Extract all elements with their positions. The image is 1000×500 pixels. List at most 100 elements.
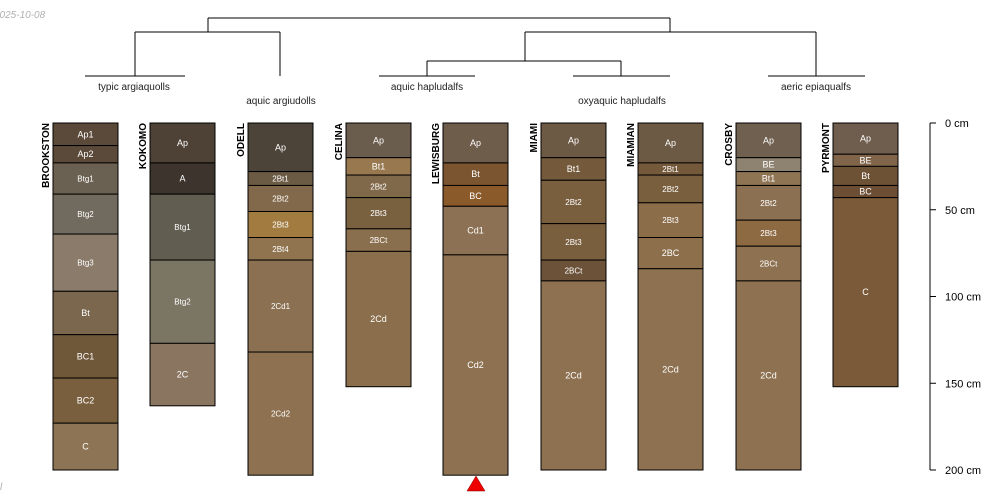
dendrogram-branch bbox=[134, 18, 281, 76]
horizon-label: 2Bt2 bbox=[370, 182, 387, 191]
group-label-aquic-hapludalfs: aquic hapludalfs bbox=[391, 82, 463, 93]
horizon-label: Cd2 bbox=[467, 360, 484, 370]
profile-pyrmont: Ap BE Bt BC C PYRMONT bbox=[821, 122, 899, 388]
horizon-cd1 bbox=[442, 205, 509, 256]
horizon-btg1 bbox=[149, 193, 216, 261]
dendrogram-branch bbox=[524, 18, 817, 76]
horizon-label: Ap bbox=[860, 134, 871, 144]
horizon-label: 2Bt3 bbox=[662, 216, 679, 225]
depth-tick-label: 150 cm bbox=[945, 378, 981, 390]
dendrogram bbox=[85, 17, 865, 77]
horizon-label: Bt bbox=[471, 169, 480, 179]
horizon-label: 2Cd2 bbox=[271, 410, 291, 419]
horizon-2bt2 bbox=[247, 184, 314, 212]
horizon-label: Cd1 bbox=[467, 226, 484, 236]
horizon-label: 2BCt bbox=[760, 260, 779, 269]
horizon-label: Bt1 bbox=[762, 174, 776, 184]
horizon-2bt3 bbox=[540, 223, 607, 261]
group-label-aeric-epiaqualfs: aeric epiaqualfs bbox=[781, 82, 851, 93]
profile-name-crosby: CROSBY bbox=[724, 123, 735, 166]
horizon-label: 2BC bbox=[662, 248, 680, 258]
depth-tick-label: 50 cm bbox=[945, 205, 975, 217]
horizon-label: 2Bt4 bbox=[272, 245, 289, 254]
horizon-ap bbox=[832, 122, 899, 155]
group-label-oxyaquic-hapludalfs: oxyaquic hapludalfs bbox=[578, 96, 666, 107]
horizon-ap bbox=[149, 122, 216, 164]
horizon-label: 2Bt2 bbox=[760, 199, 777, 208]
horizon-label: Btg2 bbox=[174, 298, 191, 307]
horizon-label: A bbox=[179, 174, 185, 184]
horizon-ap bbox=[735, 122, 802, 159]
horizon-label: Bt bbox=[861, 171, 870, 181]
profile-name-lewisburg: LEWISBURG bbox=[431, 123, 442, 184]
profile-name-miamian: MIAMIAN bbox=[626, 123, 637, 167]
horizon-label: Bt1 bbox=[372, 161, 386, 171]
horizon-label: Btg1 bbox=[174, 223, 191, 232]
horizon-ap bbox=[540, 122, 607, 159]
horizon-2cd bbox=[345, 250, 412, 388]
horizon-label: 2C bbox=[177, 370, 189, 380]
horizon-label: 2Bt2 bbox=[565, 198, 582, 207]
profile-brookston: Ap1 Ap2 Btg1 Btg2 Btg3 Bt BC1 BC2 C BROOKSTON bbox=[41, 122, 119, 471]
profile-celina: Ap Bt1 2Bt2 2Bt3 2BCt 2Cd CELINA bbox=[334, 122, 412, 388]
profile-name-celina: CELINA bbox=[334, 123, 345, 160]
horizon-label: Btg3 bbox=[77, 259, 94, 268]
horizon-c bbox=[832, 197, 899, 388]
depth-axis: 0 cm 50 cm 100 cm 150 cm 200 cm bbox=[929, 118, 981, 477]
profile-miamian: Ap 2Bt1 2Bt2 2Bt3 2BC 2Cd MIAMIAN bbox=[626, 122, 704, 471]
horizon-ap bbox=[637, 122, 704, 164]
profile-name-odell: ODELL bbox=[236, 123, 247, 157]
profile-name-miami: MIAMI bbox=[529, 123, 540, 153]
horizon-label: C bbox=[82, 442, 89, 452]
horizon-a bbox=[149, 162, 216, 195]
horizon-bt bbox=[52, 290, 119, 336]
horizon-label: Ap1 bbox=[77, 129, 93, 139]
horizon-2bc bbox=[637, 237, 704, 270]
depth-tick-label: 100 cm bbox=[945, 292, 981, 304]
horizon-label: BC2 bbox=[77, 396, 95, 406]
horizon-2cd bbox=[540, 280, 607, 471]
horizon-label: 2Bt3 bbox=[760, 229, 777, 238]
horizon-bc1 bbox=[52, 334, 119, 379]
horizon-label: Bt bbox=[81, 308, 90, 318]
group-label-typic-argiaquolls: typic argiaquolls bbox=[98, 82, 170, 93]
horizon-2c bbox=[149, 342, 216, 407]
profile-odell: Ap 2Bt1 2Bt2 2Bt3 2Bt4 2Cd1 2Cd2 ODELL bbox=[236, 122, 314, 476]
horizon-label: 2Cd bbox=[370, 314, 387, 324]
horizon-label: 2Bt2 bbox=[272, 194, 289, 203]
horizon-label: 2BCt bbox=[370, 236, 389, 245]
horizon-btg2 bbox=[149, 259, 216, 344]
horizon-2cd bbox=[637, 268, 704, 471]
horizon-btg2 bbox=[52, 193, 119, 235]
horizon-ap bbox=[442, 122, 509, 164]
horizon-2bt2 bbox=[637, 174, 704, 204]
horizon-bc2 bbox=[52, 377, 119, 424]
horizon-2bt2 bbox=[735, 184, 802, 221]
horizon-label: 2Bt3 bbox=[272, 220, 289, 229]
horizon-label: 2Bt1 bbox=[272, 175, 289, 184]
horizon-label: Ap bbox=[665, 138, 676, 148]
profile-name-brookston: BROOKSTON bbox=[41, 123, 52, 188]
truncation-marker bbox=[466, 475, 486, 492]
horizon-label: Btg2 bbox=[77, 210, 94, 219]
horizon-2bt3 bbox=[345, 197, 412, 230]
footer-mark: l bbox=[0, 482, 3, 493]
horizon-2bct bbox=[735, 245, 802, 282]
horizon-label: Ap bbox=[177, 138, 188, 148]
profile-miami: Ap Bt1 2Bt2 2Bt3 2BCt 2Cd MIAMI bbox=[529, 122, 607, 471]
horizon-2cd bbox=[735, 280, 802, 471]
horizon-label: BE bbox=[859, 155, 871, 165]
horizon-label: 2Bt3 bbox=[565, 238, 582, 247]
horizon-label: BC1 bbox=[77, 351, 95, 361]
horizon-cd2 bbox=[442, 254, 509, 476]
profile-crosby: Ap BE Bt1 2Bt2 2Bt3 2BCt 2Cd CROSBY bbox=[724, 122, 802, 471]
horizon-label: C bbox=[862, 287, 869, 297]
horizon-label: 2Bt3 bbox=[370, 209, 387, 218]
horizon-label: 2Cd bbox=[760, 370, 777, 380]
depth-tick-label: 200 cm bbox=[945, 465, 981, 477]
group-label-aquic-argiudolls: aquic argiudolls bbox=[246, 96, 316, 107]
horizon-label: 2Cd bbox=[565, 370, 582, 380]
horizon-label: Btg1 bbox=[77, 175, 94, 184]
profile-lewisburg: Ap Bt BC Cd1 Cd2 LEWISBURG bbox=[431, 122, 509, 476]
